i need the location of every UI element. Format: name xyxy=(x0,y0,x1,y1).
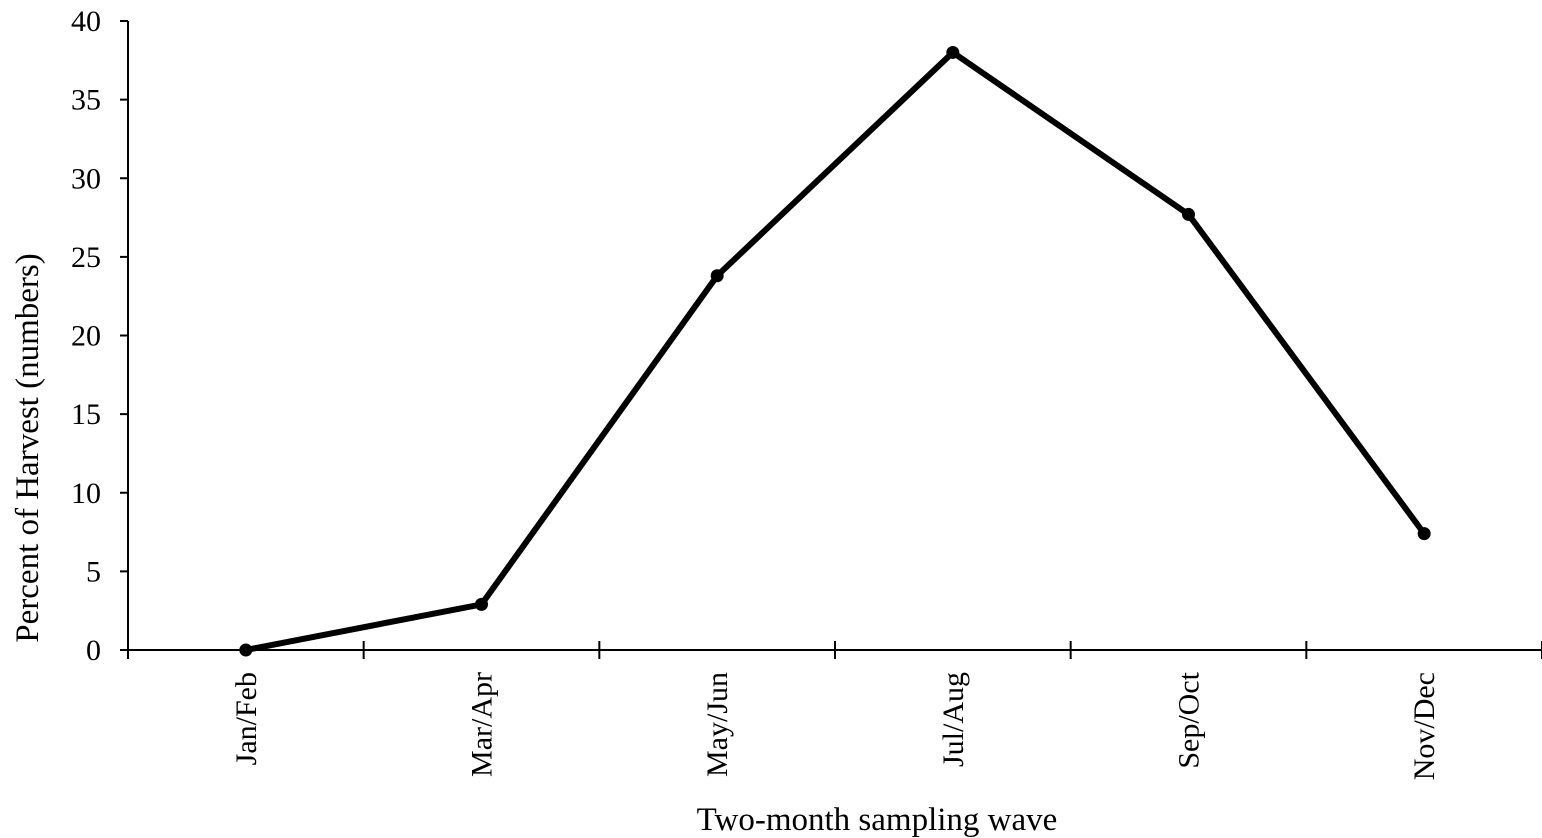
y-tick-label: 0 xyxy=(86,634,101,667)
y-tick-label: 35 xyxy=(71,84,101,117)
x-tick-label: Mar/Apr xyxy=(466,672,499,777)
x-tick-label: Jul/Aug xyxy=(937,672,970,767)
x-axis-title: Two-month sampling wave xyxy=(697,802,1058,838)
y-axis-title: Percent of Harvest (numbers) xyxy=(10,253,46,642)
series-layer xyxy=(239,45,1431,657)
data-point xyxy=(239,643,253,657)
data-point xyxy=(946,45,960,59)
x-tick-label: May/Jun xyxy=(701,672,734,777)
series-line xyxy=(245,48,1427,653)
x-tick-label: Sep/Oct xyxy=(1173,671,1206,768)
axes xyxy=(127,21,1542,651)
y-tick-label: 15 xyxy=(71,398,101,431)
y-tick-label: 10 xyxy=(71,477,101,510)
y-ticks: 0 5 10 15 20 25 30 35 40 xyxy=(71,5,128,667)
x-tick-label: Nov/Dec xyxy=(1408,672,1441,780)
data-point xyxy=(475,597,488,611)
y-tick-label: 5 xyxy=(86,555,101,588)
y-tick-label: 40 xyxy=(71,5,101,38)
x-ticks: Jan/Feb Mar/Apr May/Jun Jul/Aug Sep/Oct Nov/D… xyxy=(127,641,1542,780)
data-point xyxy=(1417,527,1431,541)
x-tick-label: Jan/Feb xyxy=(230,672,263,765)
data-point xyxy=(710,269,724,283)
y-tick-label: 25 xyxy=(71,241,101,274)
y-tick-label: 30 xyxy=(71,162,101,195)
y-tick-label: 20 xyxy=(71,320,101,353)
data-point xyxy=(1182,207,1195,221)
